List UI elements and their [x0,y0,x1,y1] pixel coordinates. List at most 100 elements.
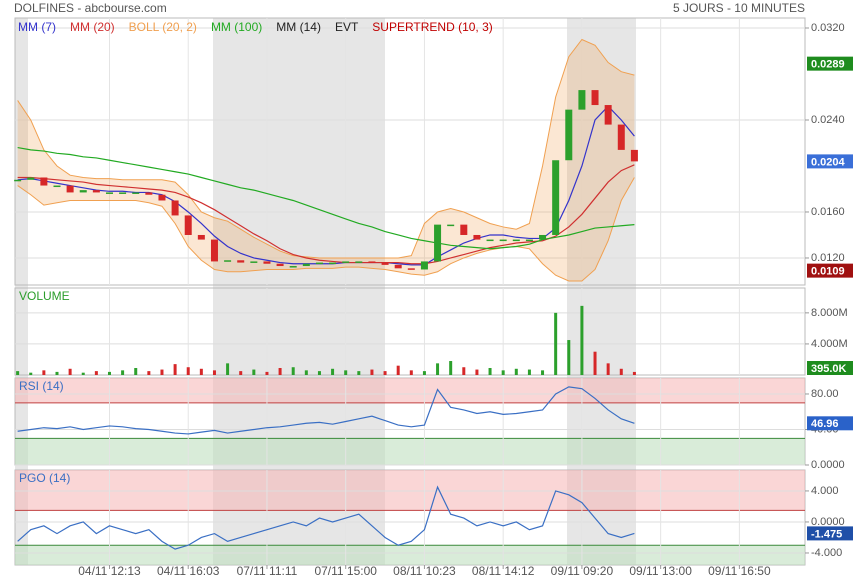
panel-title: VOLUME [19,289,70,303]
volume-bar [212,370,216,375]
candle [539,234,547,240]
candle [552,160,560,235]
volume-bar [527,369,531,375]
y-tick-label: 0.0000 [811,516,845,528]
volume-bar [475,369,479,375]
legend-entry: MM (14) [276,20,321,34]
legend-entry: SUPERTREND (10, 3) [372,20,492,34]
indicator-line [17,105,635,266]
volume-bar [304,370,308,375]
volume-bar [541,370,545,375]
volume-bar [29,372,33,375]
candle [407,268,415,270]
candle [368,261,376,263]
volume-bar [68,368,72,375]
volume-bar [619,368,623,375]
volume-bar [186,367,190,375]
header-period: 5 JOURS - 10 MINUTES [673,1,805,15]
volume-bar [606,363,610,375]
candle [302,263,310,267]
volume-bar [449,361,453,375]
boll-fill [17,39,635,281]
volume-bar [344,370,348,375]
volume-bar [357,371,361,375]
candle [499,239,507,242]
value-badge [807,361,853,375]
candle [92,190,100,193]
volume-bar [291,367,295,375]
y-tick-label: 0.0320 [811,22,845,34]
volume-bar [580,305,584,375]
value-badge [807,56,853,71]
legend-entry: MM (20) [70,20,115,34]
candle [617,124,625,150]
overbought-zone [15,378,805,403]
x-tick-label: 08/11 14:12 [472,564,535,578]
value-badge [807,154,853,169]
candle [53,185,61,188]
value-badge-label: 0.0204 [811,156,846,168]
candle [420,261,428,270]
value-badge-label: -1.475 [811,528,842,540]
volume-bar [462,367,466,375]
y-tick-label: 4.000 [811,485,839,497]
indicator-line [17,164,635,265]
candle [250,261,258,263]
x-tick-label: 09/11 09:20 [551,564,614,578]
candle [355,261,363,263]
panel-frame [14,17,806,286]
candle [66,185,74,193]
candle [224,260,232,262]
y-tick-label: 80.00 [811,388,839,400]
candle [171,200,179,216]
y-tick-label: 0.0120 [811,252,845,264]
oversold-zone [15,545,805,565]
x-tick-label: 04/11 16:03 [157,564,220,578]
candle [14,179,22,182]
legend-entry: BOLL (20, 2) [129,20,197,34]
volume-bar [239,371,243,375]
volume-bar [147,371,151,375]
candle [276,263,284,267]
candle [473,234,481,240]
candle [79,190,87,193]
candle [381,262,389,265]
boll-lower [17,177,635,282]
volume-bar [383,371,387,375]
value-badge-label: 395.0K [811,363,847,375]
panel-title: RSI (14) [19,379,64,393]
candle [237,260,245,263]
candle [565,109,573,161]
volume-bar [632,371,636,375]
candle [263,261,271,264]
candle [578,90,586,110]
x-tick-label: 07/11 15:00 [314,564,377,578]
volume-bar [409,370,413,375]
volume-bar [121,370,125,375]
indicator-line [17,146,635,250]
volume-bar [317,371,321,375]
value-badge [807,526,853,541]
volume-bar [278,368,282,375]
y-tick-label: 0.0160 [811,206,845,218]
volume-bar [160,369,164,375]
candle [197,234,205,240]
candle [604,105,612,125]
x-tick-label: 04/11 12:13 [78,564,141,578]
volume-bar [226,363,230,375]
candle [342,261,350,263]
value-badge [807,263,853,278]
indicator-line [17,386,635,435]
header-title: DOLFINES - abcbourse.com [14,1,167,15]
candle [315,262,323,265]
volume-bar [16,371,20,375]
candle [525,239,533,242]
volume-bar [370,369,374,375]
volume-bar [94,371,98,375]
candle [289,266,297,268]
x-tick-label: 09/11 13:00 [629,564,692,578]
volume-bar [593,351,597,375]
y-tick-label: 4.000M [811,338,848,350]
volume-bar [436,363,440,375]
